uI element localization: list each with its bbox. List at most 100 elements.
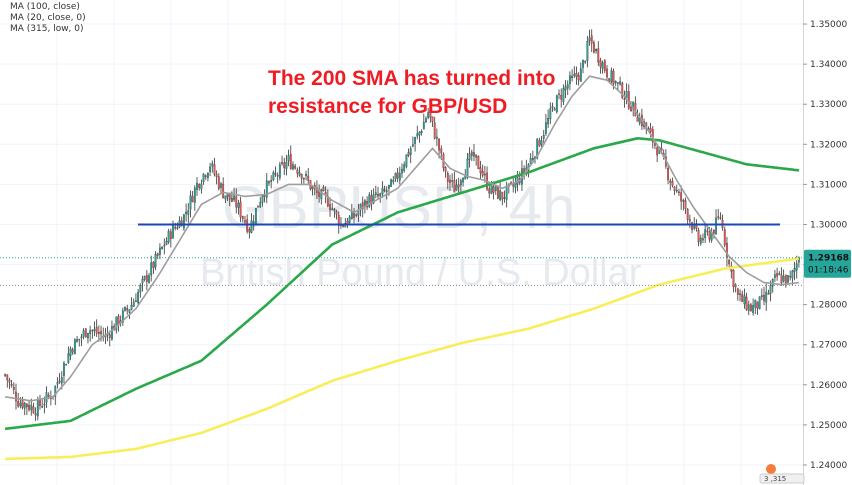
price-axis[interactable]: 1.240001.250001.260001.270001.280001.290… xyxy=(803,0,847,485)
candle-body xyxy=(610,70,613,82)
candle-body xyxy=(379,193,382,197)
candle-body xyxy=(616,82,619,84)
candle-body xyxy=(91,330,94,332)
candle-body xyxy=(619,81,621,85)
candle-body xyxy=(76,339,78,342)
candle-body xyxy=(449,179,451,183)
candle-body xyxy=(545,122,547,134)
candle-body xyxy=(479,167,482,174)
candle-body xyxy=(577,75,580,81)
candle-body xyxy=(776,273,779,277)
candle-body xyxy=(185,211,188,215)
candle-body xyxy=(411,144,414,147)
candle-body xyxy=(97,332,100,334)
legend-item-2[interactable]: MA (315, low, 0) xyxy=(10,24,84,34)
current-price-label: 1.29168 xyxy=(808,254,849,264)
candle-body xyxy=(673,186,676,191)
candle-body xyxy=(311,186,314,189)
candle-body xyxy=(115,316,118,331)
candle-body xyxy=(342,225,345,227)
candle-body xyxy=(592,42,595,53)
candle-body xyxy=(555,95,558,113)
candle-body xyxy=(292,164,294,170)
candle-body xyxy=(289,154,292,169)
candle-body xyxy=(73,339,76,355)
candle-body xyxy=(254,208,257,225)
candle-body xyxy=(763,295,765,301)
candle-body xyxy=(416,133,419,137)
candle-body xyxy=(723,229,726,246)
candle-body xyxy=(71,349,74,353)
candle-body xyxy=(671,181,674,186)
candle-body xyxy=(213,164,216,175)
candle-body xyxy=(191,196,194,202)
candle-body xyxy=(782,276,785,282)
legend-item-0[interactable]: MA (100, close) xyxy=(10,2,80,12)
candle-body xyxy=(23,403,26,409)
candle-body xyxy=(732,270,735,287)
candle-body xyxy=(483,173,486,176)
candle-body xyxy=(627,91,630,109)
candle-body xyxy=(475,154,478,158)
candle-body xyxy=(180,220,183,227)
candle-body xyxy=(385,190,388,192)
candle-body xyxy=(4,374,7,376)
candle-body xyxy=(32,406,35,414)
candle-body xyxy=(686,209,689,220)
candle-body xyxy=(15,391,17,402)
candle-body xyxy=(355,214,358,216)
candle-body xyxy=(612,70,615,84)
candle-body xyxy=(455,184,458,191)
candle-body xyxy=(93,329,96,331)
candle-body xyxy=(625,91,628,99)
candle-body xyxy=(150,262,153,276)
events-badge-bg xyxy=(759,473,805,484)
candle-body xyxy=(462,178,464,183)
candle-body xyxy=(272,172,275,180)
candle-body xyxy=(760,295,763,297)
candle-body xyxy=(248,229,251,233)
candle-body xyxy=(584,61,587,63)
candle-body xyxy=(446,173,449,182)
candle-body xyxy=(239,201,242,218)
candle-body xyxy=(176,227,179,229)
candle-body xyxy=(680,192,683,202)
candle-body xyxy=(623,98,626,100)
candle-body xyxy=(636,117,639,122)
candle-body xyxy=(132,301,135,307)
candle-body xyxy=(54,385,57,397)
candle-body xyxy=(425,118,427,123)
candle-body xyxy=(159,247,161,255)
candle-body xyxy=(494,186,497,191)
candle-body xyxy=(649,128,652,132)
moving-average-lines xyxy=(4,75,800,461)
current-price-tag-background xyxy=(804,249,851,278)
candle-body xyxy=(294,165,297,169)
candle-body xyxy=(58,380,61,383)
ma-20-line xyxy=(4,75,799,402)
candle-body xyxy=(697,230,700,242)
indicator-legend[interactable]: MA (100, close)MA (20, close, 0)MA (315,… xyxy=(10,2,86,34)
candle-body xyxy=(706,230,709,232)
candle-body xyxy=(154,253,157,268)
legend-item-1[interactable]: MA (20, close, 0) xyxy=(10,13,86,23)
candle-body xyxy=(296,169,299,174)
countdown-label: 01:18:46 xyxy=(808,266,849,276)
candle-body xyxy=(579,68,582,82)
candle-body xyxy=(215,174,218,177)
y-tick-label: 1.32000 xyxy=(810,140,847,150)
candle-body xyxy=(590,35,593,44)
candle-body xyxy=(401,169,403,174)
candle-body xyxy=(549,108,552,120)
candle-body xyxy=(433,122,436,139)
candle-body xyxy=(12,387,15,390)
candle-body xyxy=(394,173,397,180)
candle-body xyxy=(377,194,379,197)
candle-body xyxy=(152,262,155,268)
candle-body xyxy=(505,185,508,200)
events-badge[interactable]: 3 ,315 xyxy=(759,464,805,484)
candle-body xyxy=(739,293,741,295)
candle-body xyxy=(320,189,323,200)
candle-body xyxy=(699,237,702,244)
